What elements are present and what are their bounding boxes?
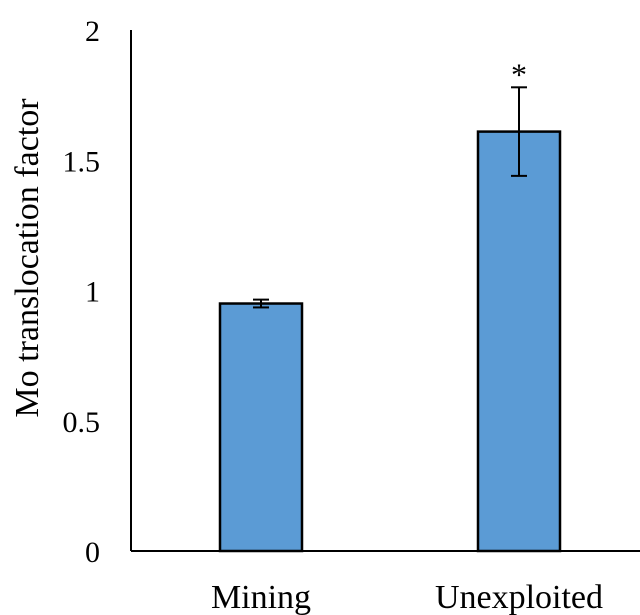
significance-marker: * [511, 56, 527, 92]
y-tick-label: 2 [85, 15, 100, 48]
bars-group [218, 130, 562, 553]
category-labels: Mining Unexploited [211, 579, 603, 615]
error-bars-group [253, 86, 527, 309]
y-axis-label: Mo translocation factor [9, 98, 46, 418]
y-tick-label: 0.5 [63, 406, 101, 439]
annotations-group: * [511, 56, 527, 92]
y-tick-label: 1 [85, 276, 100, 309]
y-tick-label: 1.5 [63, 145, 101, 178]
error-bar [253, 298, 269, 309]
error-bar [511, 86, 527, 177]
x-category-label: Unexploited [435, 579, 603, 615]
y-tick-labels: 0 0.5 1 1.5 2 [63, 15, 101, 569]
bar-mining [218, 302, 304, 553]
y-tick-label: 0 [85, 536, 100, 569]
x-category-label: Mining [211, 579, 311, 615]
bar-unexploited [476, 130, 562, 553]
